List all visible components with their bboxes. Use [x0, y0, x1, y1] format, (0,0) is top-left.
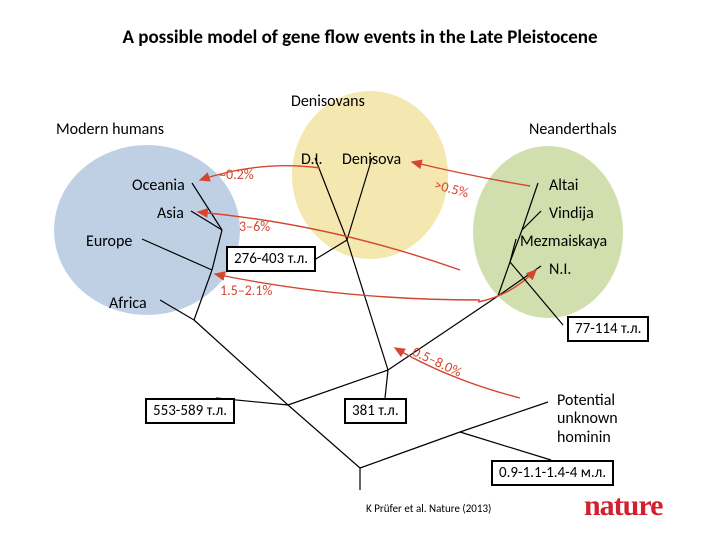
diagram-canvas: [0, 0, 720, 540]
label-neanderthals: Neanderthals: [529, 120, 617, 139]
callout-553-589: 553-589 т.л.: [145, 398, 235, 424]
flow-0.2: ~0.2%: [219, 166, 254, 183]
potential-line1: Potential: [557, 391, 615, 410]
sub-mezmaiskaya: Mezmaiskaya: [520, 232, 607, 251]
ellipse-denisovans: [292, 91, 448, 259]
potential-line2: unknown: [557, 409, 618, 428]
sub-asia: Asia: [157, 204, 184, 223]
flow-3-6: 3–6%: [239, 218, 270, 235]
sub-denisova: Denisova: [342, 150, 401, 169]
potential-line3: hominin: [557, 428, 611, 447]
callout-77-114: 77-114 т.л.: [567, 316, 649, 342]
label-potential-unknown: Potential unknown hominin: [557, 392, 618, 447]
sub-ni: N.I.: [549, 260, 571, 279]
flow-1.5-2.1: 1.5–2.1%: [220, 282, 272, 299]
sub-di: D.I.: [301, 150, 323, 169]
callout-381: 381 т.л.: [344, 398, 407, 424]
callout-0.9-4: 0.9-1.1-1.4-4 м.л.: [491, 460, 614, 486]
label-modern-humans: Modern humans: [56, 120, 164, 139]
sub-africa: Africa: [109, 294, 147, 313]
label-denisovans: Denisovans: [291, 92, 365, 111]
ellipse-modern-humans: [54, 145, 240, 315]
sub-vindija: Vindija: [549, 204, 594, 223]
sub-altai: Altai: [549, 176, 578, 195]
citation-text: K Prüfer et al. Nature (2013): [366, 502, 491, 515]
callout-276-403: 276-403 т.л.: [226, 246, 316, 272]
nature-logo: nature: [584, 489, 662, 523]
page-title: A possible model of gene flow events in …: [0, 26, 720, 49]
sub-oceania: Oceania: [132, 176, 185, 195]
sub-europe: Europe: [86, 232, 132, 251]
